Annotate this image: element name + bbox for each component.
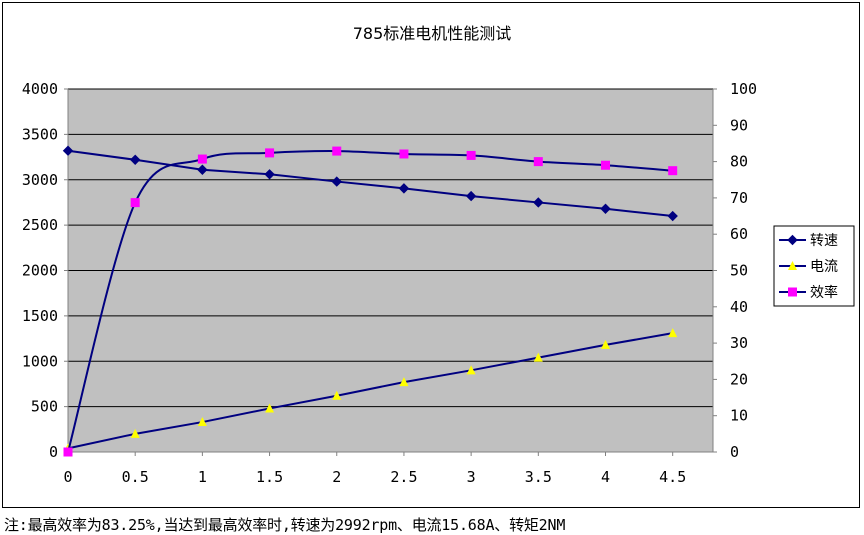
data-point xyxy=(465,190,477,202)
data-point xyxy=(668,166,678,176)
data-point xyxy=(130,198,140,208)
y2-tick-label: 0 xyxy=(730,443,739,461)
series-line xyxy=(67,332,673,450)
data-point xyxy=(197,154,207,164)
data-point xyxy=(533,197,544,208)
y2-tick-label: 70 xyxy=(730,189,748,207)
x-tick-label: 1.5 xyxy=(256,468,283,486)
y2-tick-label: 60 xyxy=(730,225,748,243)
chart: 785标准电机性能测试 0500100015002000250030003500… xyxy=(22,24,855,486)
data-point xyxy=(62,145,74,156)
data-point xyxy=(197,164,208,175)
data-point xyxy=(399,377,409,387)
x-tick-label: 1 xyxy=(198,468,207,486)
y2-tick-label: 30 xyxy=(730,334,748,352)
legend-label: 效率 xyxy=(810,284,838,301)
x-tick-label: 2 xyxy=(332,468,341,486)
data-point xyxy=(788,287,797,297)
data-point xyxy=(601,339,610,349)
y2-tick-label: 80 xyxy=(730,153,748,171)
y-tick-label: 4000 xyxy=(22,80,58,98)
data-point xyxy=(331,176,342,187)
y-tick-label: 1000 xyxy=(22,352,58,370)
x-tick-label: 0.5 xyxy=(122,468,149,486)
data-point xyxy=(533,352,543,362)
x-tick-label: 0 xyxy=(63,468,72,486)
y2-tick-label: 100 xyxy=(730,80,757,98)
legend-label: 转速 xyxy=(810,233,838,249)
data-point xyxy=(787,234,798,246)
y-tick-label: 500 xyxy=(31,398,58,416)
data-point xyxy=(398,183,410,194)
x-tick-label: 4 xyxy=(601,468,610,486)
chart-title: 785标准电机性能测试 xyxy=(353,24,512,43)
axes: 0500100015002000250030003500400001020304… xyxy=(22,80,757,486)
data-point xyxy=(332,146,342,156)
series-效率 xyxy=(63,146,678,457)
y2-tick-label: 90 xyxy=(730,116,748,134)
data-point xyxy=(466,150,476,160)
data-point xyxy=(265,148,275,158)
data-point xyxy=(197,417,207,427)
data-point xyxy=(667,210,678,222)
x-tick-label: 3.5 xyxy=(525,468,552,486)
y-tick-label: 3500 xyxy=(22,125,58,143)
footnote: 注:最高效率为83.25%,当达到最高效率时,转速为2992rpm、电流15.6… xyxy=(4,516,566,534)
data-point xyxy=(264,169,275,180)
y-tick-label: 1500 xyxy=(22,307,58,325)
data-point xyxy=(332,390,342,400)
data-point xyxy=(788,261,797,270)
y2-tick-label: 50 xyxy=(730,262,748,280)
y-tick-label: 2500 xyxy=(22,216,58,234)
data-point xyxy=(265,403,275,413)
x-tick-label: 2.5 xyxy=(390,468,417,486)
y2-tick-label: 10 xyxy=(730,407,748,425)
y-tick-label: 0 xyxy=(49,443,58,461)
data-point xyxy=(130,428,140,438)
y-tick-label: 3000 xyxy=(22,171,58,189)
data-point xyxy=(668,328,678,338)
data-point xyxy=(466,365,476,375)
gridlines xyxy=(68,88,713,408)
data-point xyxy=(129,154,141,165)
data-point xyxy=(533,157,543,167)
data-point xyxy=(63,447,73,457)
series-layer xyxy=(62,145,678,457)
legend-label: 电流 xyxy=(810,259,838,275)
x-tick-label: 3 xyxy=(467,468,476,486)
y2-tick-label: 40 xyxy=(730,298,748,316)
x-tick-label: 4.5 xyxy=(659,468,686,486)
data-point xyxy=(600,203,611,214)
data-point xyxy=(399,149,409,159)
y2-tick-label: 20 xyxy=(730,370,748,388)
y-tick-label: 2000 xyxy=(22,262,58,280)
data-point xyxy=(601,160,610,170)
